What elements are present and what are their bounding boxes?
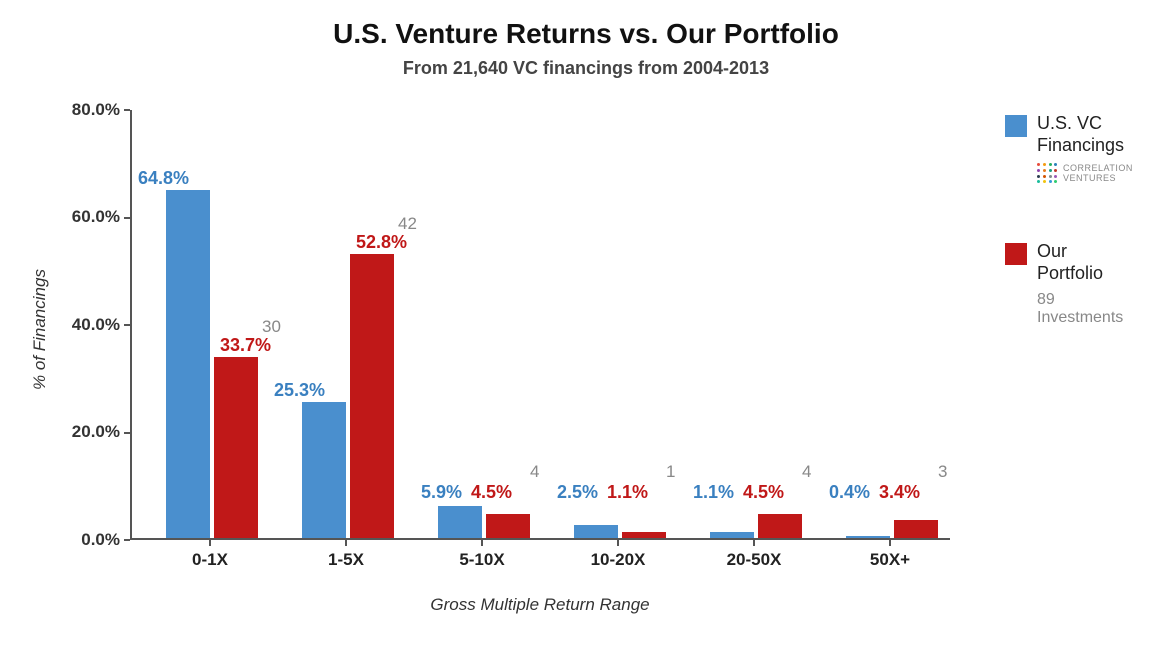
x-tick-mark <box>753 540 755 546</box>
bar-us-vc <box>438 506 482 538</box>
plot-area <box>130 110 950 540</box>
x-tick-mark <box>209 540 211 546</box>
x-tick-mark <box>889 540 891 546</box>
bar-our-portfolio <box>758 514 802 538</box>
x-tick-label: 50X+ <box>822 550 958 570</box>
y-axis-title: % of Financings <box>30 269 50 390</box>
bar-count-label: 3 <box>938 462 947 482</box>
legend-label: Our Portfolio <box>1037 241 1103 284</box>
bar-us-vc <box>302 402 346 538</box>
bar-our-portfolio <box>350 254 394 538</box>
bar-our-portfolio <box>214 357 258 538</box>
bar-value-label: 25.3% <box>274 380 325 401</box>
bar-our-portfolio <box>894 520 938 538</box>
bar-value-label: 3.4% <box>879 482 920 503</box>
y-tick-label: 0.0% <box>50 530 120 550</box>
legend-swatch <box>1005 243 1027 265</box>
correlation-ventures-logo-text: Correlation <box>1063 163 1133 173</box>
x-tick-label: 20-50X <box>686 550 822 570</box>
y-tick-label: 80.0% <box>50 100 120 120</box>
bar-value-label: 2.5% <box>557 482 598 503</box>
chart-subtitle: From 21,640 VC financings from 2004-2013 <box>0 58 1172 79</box>
bar-count-label: 4 <box>530 462 539 482</box>
bar-value-label: 4.5% <box>743 482 784 503</box>
y-tick-mark <box>124 539 130 541</box>
bar-count-label: 30 <box>262 317 281 337</box>
legend-swatch <box>1005 115 1027 137</box>
bar-us-vc <box>846 536 890 538</box>
correlation-ventures-logo-icon <box>1037 163 1059 185</box>
legend-note: 89 Investments <box>1037 291 1123 327</box>
chart-title: U.S. Venture Returns vs. Our Portfolio <box>0 18 1172 50</box>
bar-value-label: 1.1% <box>607 482 648 503</box>
y-tick-label: 60.0% <box>50 207 120 227</box>
x-tick-mark <box>345 540 347 546</box>
bar-us-vc <box>166 190 210 538</box>
bar-our-portfolio <box>486 514 530 538</box>
x-tick-mark <box>481 540 483 546</box>
x-tick-label: 0-1X <box>142 550 278 570</box>
correlation-ventures-logo-text: Ventures <box>1063 173 1116 183</box>
bar-count-label: 42 <box>398 214 417 234</box>
bar-value-label: 64.8% <box>138 168 189 189</box>
y-tick-mark <box>124 217 130 219</box>
bar-count-label: 4 <box>802 462 811 482</box>
x-tick-label: 10-20X <box>550 550 686 570</box>
y-tick-label: 40.0% <box>50 315 120 335</box>
bar-our-portfolio <box>622 532 666 538</box>
bar-value-label: 5.9% <box>421 482 462 503</box>
bar-us-vc <box>710 532 754 538</box>
y-tick-label: 20.0% <box>50 422 120 442</box>
y-tick-mark <box>124 324 130 326</box>
y-tick-mark <box>124 109 130 111</box>
x-tick-label: 5-10X <box>414 550 550 570</box>
y-tick-mark <box>124 432 130 434</box>
bar-value-label: 4.5% <box>471 482 512 503</box>
bar-us-vc <box>574 525 618 538</box>
bar-value-label: 1.1% <box>693 482 734 503</box>
x-tick-mark <box>617 540 619 546</box>
x-axis-title: Gross Multiple Return Range <box>130 595 950 615</box>
legend-label: U.S. VC Financings <box>1037 113 1124 156</box>
bar-value-label: 52.8% <box>356 232 407 253</box>
bar-count-label: 1 <box>666 462 675 482</box>
x-tick-label: 1-5X <box>278 550 414 570</box>
bar-value-label: 33.7% <box>220 335 271 356</box>
bar-value-label: 0.4% <box>829 482 870 503</box>
